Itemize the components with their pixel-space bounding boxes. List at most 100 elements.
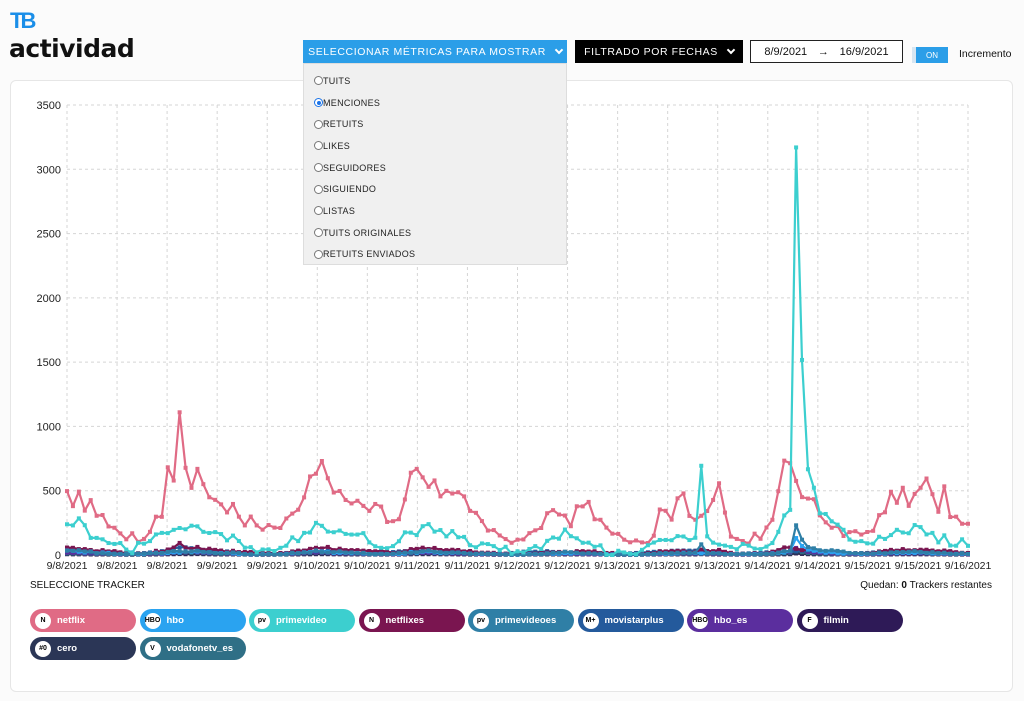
data-point bbox=[106, 551, 111, 556]
data-point bbox=[574, 550, 579, 555]
radio-button[interactable] bbox=[314, 228, 323, 238]
data-point bbox=[153, 551, 158, 556]
data-point bbox=[675, 496, 680, 501]
date-filter-button[interactable]: FILTRADO POR FECHAS bbox=[575, 40, 743, 63]
tracker-chip-label: filmin bbox=[823, 615, 849, 626]
x-tick-label: 9/12/2021 bbox=[494, 560, 541, 571]
metric-option[interactable]: RETUITS ENVIADOS bbox=[304, 244, 566, 266]
data-point bbox=[841, 533, 846, 538]
data-point bbox=[811, 546, 816, 551]
y-tick-label: 1500 bbox=[37, 357, 61, 369]
radio-button[interactable] bbox=[314, 119, 323, 129]
metric-option-label: LISTAS bbox=[323, 205, 356, 216]
tracker-chip-hbo_es[interactable]: HBO hbo_es bbox=[687, 609, 793, 632]
data-point bbox=[308, 530, 313, 535]
radio-button[interactable] bbox=[314, 184, 323, 194]
data-point bbox=[616, 531, 621, 536]
y-tick-label: 2000 bbox=[37, 293, 61, 305]
radio-button[interactable] bbox=[314, 163, 323, 173]
data-point bbox=[722, 551, 727, 556]
series-primevideo bbox=[65, 145, 970, 557]
tracker-chip-hbo[interactable]: HBO hbo bbox=[139, 609, 246, 632]
data-point bbox=[669, 538, 674, 543]
data-point bbox=[450, 550, 455, 555]
data-point bbox=[580, 549, 585, 554]
data-point bbox=[877, 550, 882, 555]
data-point bbox=[248, 550, 253, 555]
metric-option[interactable]: LIKES bbox=[304, 135, 566, 157]
data-point bbox=[195, 466, 200, 471]
data-point bbox=[444, 488, 449, 493]
y-tick-label: 1000 bbox=[37, 421, 61, 433]
data-point bbox=[562, 513, 567, 518]
data-point bbox=[545, 511, 550, 516]
data-point bbox=[195, 544, 200, 549]
radio-button[interactable] bbox=[314, 76, 323, 86]
data-point bbox=[942, 550, 947, 555]
data-point bbox=[888, 533, 893, 538]
data-point bbox=[717, 551, 722, 556]
x-tick-label: 9/15/2021 bbox=[845, 560, 892, 571]
metric-option[interactable]: RETUITS bbox=[304, 113, 566, 135]
data-point bbox=[699, 513, 704, 518]
data-point bbox=[675, 550, 680, 555]
radio-button[interactable] bbox=[314, 141, 323, 151]
date-from[interactable]: 8/9/2021 bbox=[764, 45, 808, 58]
metric-option[interactable]: SIGUIENDO bbox=[304, 178, 566, 200]
data-point bbox=[426, 484, 431, 489]
data-point bbox=[580, 551, 585, 556]
data-point bbox=[687, 548, 692, 553]
radio-button[interactable] bbox=[314, 98, 323, 108]
data-point bbox=[70, 504, 75, 509]
data-point bbox=[521, 550, 526, 555]
increment-toggle[interactable]: ON bbox=[912, 47, 948, 63]
data-point bbox=[639, 547, 644, 552]
activity-line-chart: 0 500 1000 1500 2000 2500 3000 3500 9/8/2021 9/8/… bbox=[37, 100, 992, 571]
x-tick-label: 9/10/2021 bbox=[344, 560, 391, 571]
data-point bbox=[634, 538, 639, 543]
tracker-chip-primevideo[interactable]: pv primevideo bbox=[249, 609, 355, 632]
metric-option[interactable]: LISTAS bbox=[304, 200, 566, 222]
data-point bbox=[485, 528, 490, 533]
data-point bbox=[183, 527, 188, 532]
data-point bbox=[136, 551, 141, 556]
metric-option-label: SEGUIDORES bbox=[323, 162, 387, 173]
data-point bbox=[859, 551, 864, 556]
tracker-chip-cero[interactable]: #0 cero bbox=[30, 637, 136, 660]
metric-option[interactable]: TUITS bbox=[304, 70, 566, 92]
data-point bbox=[325, 550, 330, 555]
increment-toggle-label: Incremento bbox=[959, 48, 1012, 60]
data-point bbox=[438, 547, 443, 552]
data-point bbox=[699, 542, 704, 547]
select-metrics-button[interactable]: SELECCIONAR MÉTRICAS PARA MOSTRAR bbox=[303, 40, 567, 63]
data-point bbox=[912, 491, 917, 496]
data-point bbox=[663, 537, 668, 542]
data-point bbox=[711, 551, 716, 556]
metric-option[interactable]: SEGUIDORES bbox=[304, 157, 566, 179]
tracker-chip-primevideoes[interactable]: pv primevideoes bbox=[468, 609, 574, 632]
date-to[interactable]: 16/9/2021 bbox=[839, 45, 889, 58]
metric-option[interactable]: TUITS ORIGINALES bbox=[304, 222, 566, 244]
radio-button[interactable] bbox=[314, 249, 323, 259]
data-point bbox=[693, 535, 698, 540]
data-point bbox=[776, 529, 781, 534]
data-point bbox=[788, 507, 793, 512]
data-point bbox=[391, 519, 396, 524]
tracker-chip-movistarplus[interactable]: M+ movistarplus bbox=[577, 609, 684, 632]
data-point bbox=[414, 550, 419, 555]
data-point bbox=[308, 474, 313, 479]
data-point bbox=[906, 503, 911, 508]
data-point bbox=[598, 517, 603, 522]
data-point bbox=[385, 519, 390, 524]
metric-option[interactable]: MENCIONES bbox=[304, 92, 566, 114]
data-point bbox=[551, 508, 556, 513]
date-range-field[interactable]: 8/9/2021 → 16/9/2021 bbox=[750, 40, 903, 63]
data-point bbox=[456, 490, 461, 495]
data-point bbox=[912, 523, 917, 528]
radio-button[interactable] bbox=[314, 206, 323, 216]
data-point bbox=[331, 548, 336, 553]
